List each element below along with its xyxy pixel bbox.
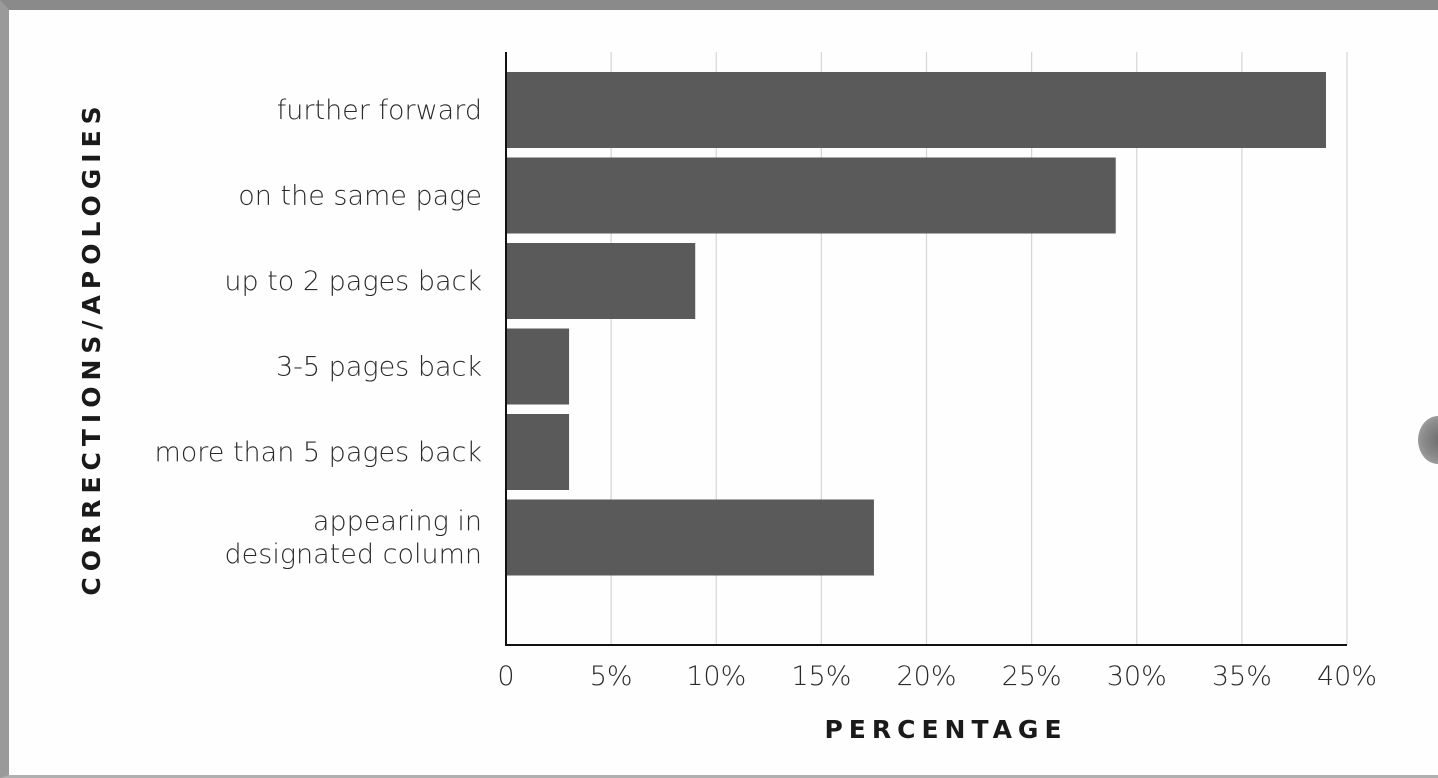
- category-labels: further forward on the same page up to 2 p…: [154, 95, 482, 570]
- category-label-5-line-1: designated column: [225, 539, 483, 570]
- x-tick-label-20: 20%: [896, 661, 956, 692]
- page-edge-decoration: [1418, 416, 1438, 464]
- category-label-4: more than 5 pages back: [154, 437, 482, 468]
- x-axis-title: PERCENTAGE: [824, 715, 1067, 744]
- x-tick-label-0: 0: [497, 661, 514, 692]
- x-tick-label-25: 25%: [1002, 661, 1062, 692]
- category-label-1: on the same page: [238, 181, 482, 212]
- bar-3: [506, 328, 570, 405]
- x-tick-label-40: 40%: [1317, 661, 1377, 692]
- category-label-2: up to 2 pages back: [224, 266, 482, 297]
- bar-2: [506, 243, 696, 319]
- bars: [506, 72, 1326, 576]
- x-tick-label-10: 10%: [686, 661, 746, 692]
- category-label-3: 3-5 pages back: [276, 352, 482, 383]
- x-tick-label-5: 5%: [590, 661, 633, 692]
- x-tick-label-30: 30%: [1107, 661, 1167, 692]
- x-tick-label-35: 35%: [1212, 661, 1272, 692]
- bar-5: [506, 499, 874, 576]
- category-label-0: further forward: [277, 95, 482, 126]
- bar-0: [506, 72, 1326, 148]
- bar-4: [506, 414, 570, 490]
- y-axis-title: CORRECTIONS/APOLOGIES: [77, 100, 106, 595]
- bar-1: [506, 157, 1116, 234]
- axes: [505, 52, 1347, 646]
- category-label-5-line-0: appearing in: [313, 506, 482, 537]
- x-tick-label-15: 15%: [791, 661, 851, 692]
- x-tick-labels: 0 5% 10% 15% 20% 25% 30% 35% 40%: [497, 661, 1377, 692]
